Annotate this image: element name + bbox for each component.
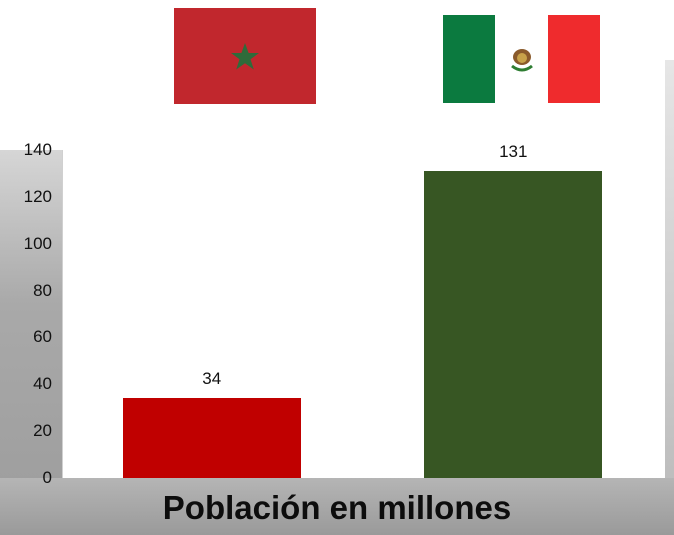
y-tick-label: 20 bbox=[33, 421, 52, 441]
mexico-flag-icon bbox=[443, 15, 600, 103]
background-bottom bbox=[0, 478, 674, 535]
y-tick-label: 140 bbox=[23, 140, 52, 159]
morocco-flag-icon bbox=[174, 8, 316, 104]
coat-of-arms-icon bbox=[511, 49, 533, 72]
bar-value-label: 34 bbox=[202, 369, 222, 389]
bar-value-label: 131 bbox=[499, 142, 528, 162]
y-tick-label: 80 bbox=[33, 280, 52, 300]
background-left bbox=[0, 150, 62, 535]
y-axis-line bbox=[62, 150, 63, 478]
mexico-flag-green-band bbox=[443, 15, 496, 103]
mexico-flag-red-band bbox=[547, 15, 600, 103]
bar bbox=[122, 398, 301, 478]
y-tick-label: 40 bbox=[33, 374, 52, 394]
y-tick-label: 60 bbox=[33, 327, 52, 347]
y-tick-label: 120 bbox=[23, 186, 52, 206]
y-tick-label: 0 bbox=[42, 468, 52, 487]
bar bbox=[424, 171, 603, 478]
background-right bbox=[665, 60, 674, 535]
y-tick-label: 100 bbox=[23, 233, 52, 253]
chart-title: Población en millones bbox=[162, 489, 512, 526]
star-icon bbox=[231, 43, 259, 70]
